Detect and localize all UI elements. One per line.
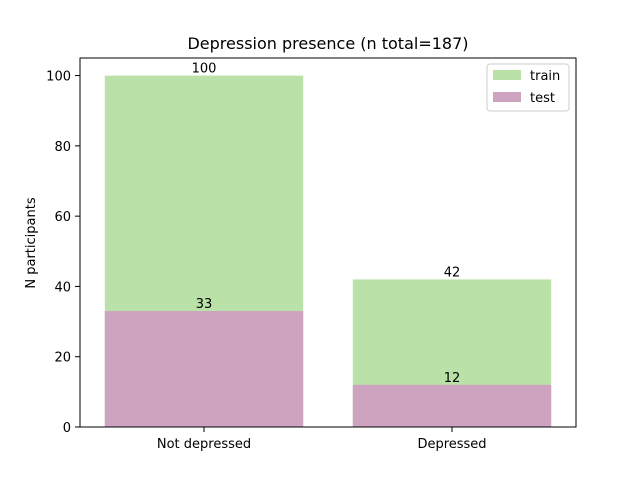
y-tick-label-2: 40: [54, 280, 71, 295]
data-label-train-0: 100: [192, 62, 217, 77]
chart-title: Depression presence (n total=187): [187, 34, 468, 53]
axis-ticks-group: 0 20 40 60 80 100 Not depressed Depressed: [46, 70, 486, 452]
legend-label-test: test: [530, 91, 555, 106]
y-tick-label-4: 80: [54, 140, 71, 155]
y-axis-label: N participants: [24, 197, 39, 288]
data-label-test-0: 33: [196, 297, 213, 312]
legend-swatch-test: [493, 92, 521, 102]
plot-frame: [79, 57, 577, 428]
x-tick-label-1: Depressed: [417, 437, 486, 452]
legend-label-train: train: [530, 69, 560, 84]
y-tick-label-5: 100: [46, 70, 71, 85]
legend-swatch-train: [493, 70, 521, 80]
data-label-train-1: 42: [444, 265, 461, 280]
bar-test-1: [352, 384, 552, 427]
legend: train test: [486, 63, 570, 112]
x-tick-label-0: Not depressed: [157, 437, 251, 452]
y-tick-label-3: 60: [54, 210, 71, 225]
y-tick-label-0: 0: [63, 421, 71, 436]
data-labels-group: 100 42 33 12: [192, 62, 461, 386]
bars-group: [104, 75, 552, 427]
bar-test-0: [104, 311, 304, 427]
data-label-test-1: 12: [444, 371, 461, 386]
y-tick-label-1: 20: [54, 351, 71, 366]
